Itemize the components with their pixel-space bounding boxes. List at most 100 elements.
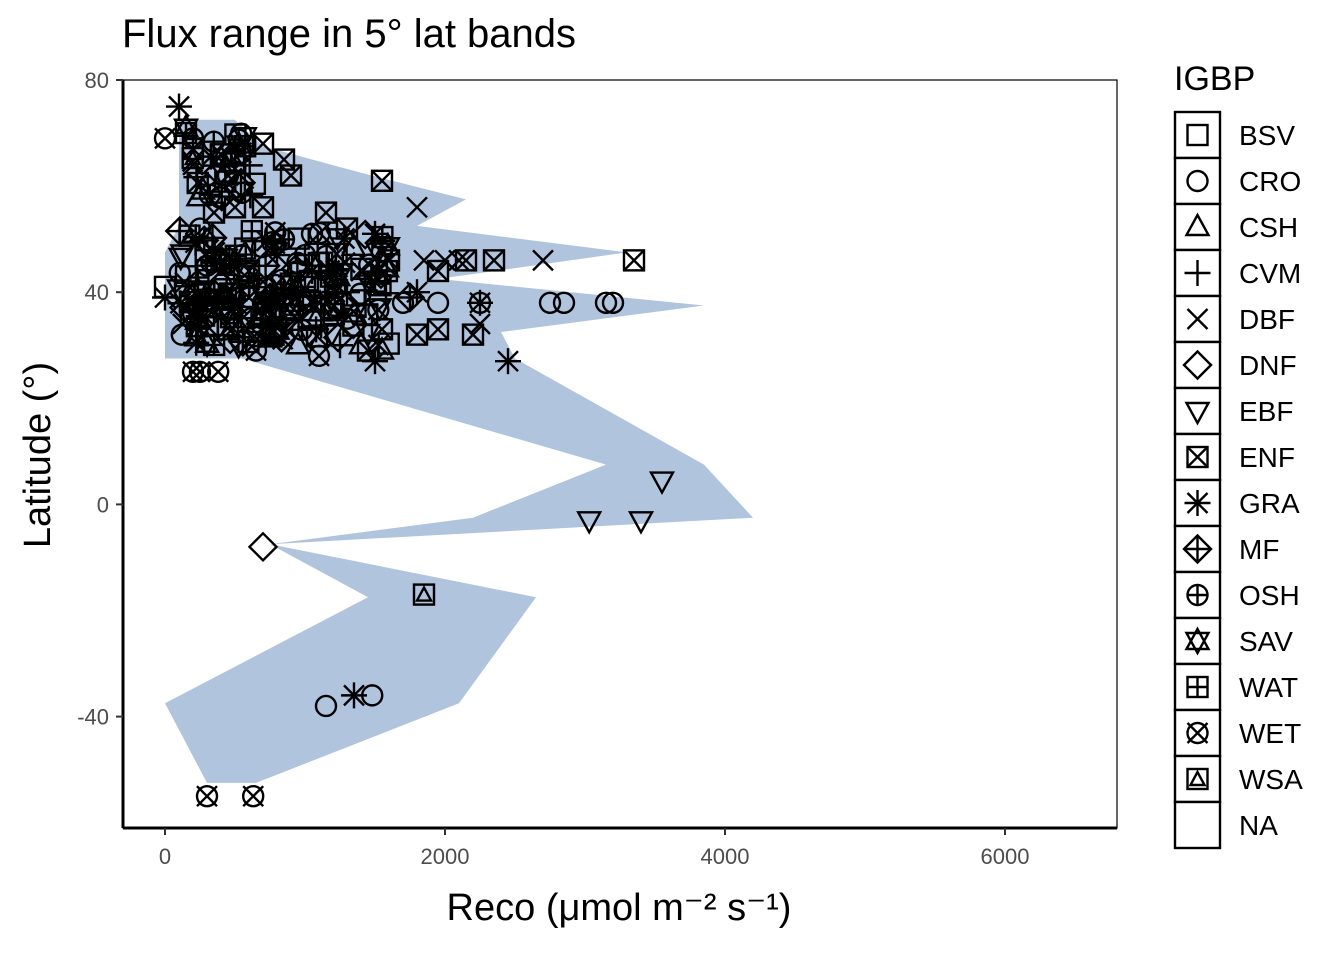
legend-item-na: NA xyxy=(1173,800,1278,850)
data-point-osh xyxy=(293,243,317,267)
data-point-sav xyxy=(340,298,368,328)
legend-item-cro: CRO xyxy=(1173,156,1301,206)
latitude-band-range xyxy=(165,119,753,783)
data-point-cro xyxy=(601,291,625,315)
legend-item-csh: CSH xyxy=(1173,202,1298,252)
legend-key xyxy=(1173,386,1222,436)
legend-symbol xyxy=(1186,721,1209,745)
data-point-wet xyxy=(241,784,265,808)
data-point-cro xyxy=(300,222,324,246)
data-point xyxy=(369,274,392,297)
data-point-gra xyxy=(341,682,367,709)
legend: BSV CRO CSH CVM DBF DNF EBF ENF GRA MF OSH SAV WAT WE… xyxy=(1173,110,1303,850)
legend-symbol xyxy=(1182,533,1213,565)
data-point-gra xyxy=(362,348,388,375)
data-point-enf xyxy=(622,249,646,272)
points-layer xyxy=(152,93,676,808)
legend-label: WSA xyxy=(1239,764,1303,795)
data-point xyxy=(230,181,254,204)
legend-label: DNF xyxy=(1239,350,1297,381)
data-point-wet xyxy=(244,339,268,362)
data-point-wet xyxy=(153,127,177,150)
data-point-wet xyxy=(195,784,219,808)
legend-symbol xyxy=(1186,445,1209,469)
data-point-wat xyxy=(293,275,317,299)
legend-label: DBF xyxy=(1239,304,1295,335)
legend-label: BSV xyxy=(1239,120,1295,151)
data-point-cro xyxy=(426,291,450,315)
data-point-dnf xyxy=(247,531,279,563)
data-point-enf xyxy=(482,249,506,272)
legend-key xyxy=(1173,754,1222,804)
data-point-enf xyxy=(370,169,394,192)
data-point-wet xyxy=(307,344,331,368)
data-point-ebf xyxy=(576,511,603,535)
data-point-gra xyxy=(362,220,388,247)
data-point-gra xyxy=(264,242,290,269)
data-point-gra xyxy=(467,289,493,316)
legend-symbol xyxy=(1186,767,1209,791)
data-point-csh xyxy=(368,336,396,360)
x-axis-title: Reco (μmol m⁻² s⁻¹) xyxy=(447,887,792,929)
legend-symbol xyxy=(1186,169,1209,193)
data-point xyxy=(297,325,324,350)
data-point-wet xyxy=(237,286,261,309)
legend-label: OSH xyxy=(1239,580,1300,611)
data-point-gra xyxy=(166,93,192,120)
data-point xyxy=(164,215,195,247)
data-point-enf xyxy=(377,249,401,272)
data-point-bsv xyxy=(174,265,198,288)
data-point-csh xyxy=(347,330,375,355)
data-point-wsa xyxy=(412,583,436,606)
data-point-cvm xyxy=(327,332,353,359)
data-point-osh xyxy=(195,254,219,277)
legend-item-mf: MF xyxy=(1173,524,1279,574)
data-point-mf xyxy=(394,282,426,313)
legend-item-enf: ENF xyxy=(1173,432,1295,482)
data-point-enf xyxy=(454,249,478,272)
data-point-csh xyxy=(185,304,212,328)
data-point-cro xyxy=(170,323,194,346)
y-tick-label: 0 xyxy=(97,492,109,517)
data-point-osh xyxy=(251,307,275,330)
data-point-gra xyxy=(152,284,178,311)
legend-key xyxy=(1173,340,1222,390)
legend-item-dnf: DNF xyxy=(1173,340,1297,390)
x-tick-label: 0 xyxy=(159,844,171,869)
legend-label: CVM xyxy=(1239,258,1301,289)
range-band-layer xyxy=(165,119,753,783)
legend-item-dbf: DBF xyxy=(1173,294,1295,344)
legend-label: CRO xyxy=(1239,166,1301,197)
data-point-wet xyxy=(181,360,205,383)
x-tick-label: 4000 xyxy=(701,844,750,869)
legend-item-wet: WET xyxy=(1173,708,1301,758)
data-point-enf xyxy=(370,318,394,341)
legend-symbol xyxy=(1184,212,1211,237)
legend-key xyxy=(1173,110,1222,160)
legend-item-wat: WAT xyxy=(1173,662,1298,712)
data-point-cvm xyxy=(334,279,360,306)
data-point-ebf xyxy=(648,471,676,496)
data-point xyxy=(185,182,212,207)
legend-symbol xyxy=(1184,401,1211,426)
data-point-enf xyxy=(209,143,233,166)
data-point-dbf xyxy=(406,196,428,219)
legend-symbol xyxy=(1186,675,1209,699)
data-point xyxy=(322,322,354,353)
data-point xyxy=(350,257,373,281)
data-point-wsa xyxy=(216,318,240,341)
legend-item-wsa: WSA xyxy=(1173,754,1303,804)
data-point-enf xyxy=(335,217,359,240)
legend-item-osh: OSH xyxy=(1173,570,1300,620)
data-point-gra xyxy=(495,348,521,375)
data-point xyxy=(194,329,221,359)
legend-label: NA xyxy=(1239,810,1278,841)
data-point-cro xyxy=(391,291,415,315)
legend-symbol xyxy=(1184,260,1211,286)
data-point-enf xyxy=(279,164,303,187)
legend-symbol xyxy=(1182,349,1213,381)
data-point-enf xyxy=(223,196,247,219)
legend-item-sav: SAV xyxy=(1173,616,1293,666)
y-tick-label: -40 xyxy=(77,705,109,730)
